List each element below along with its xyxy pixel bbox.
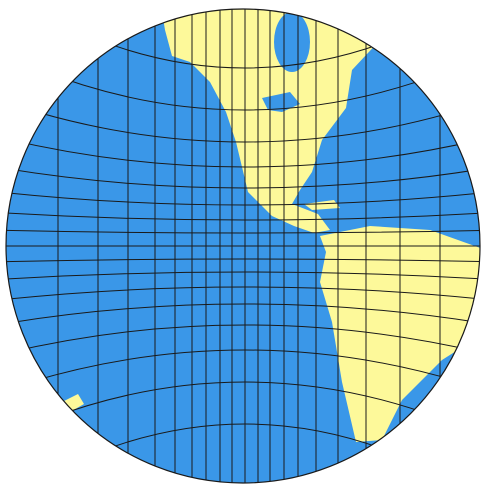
great-lakes	[262, 92, 300, 112]
globe-outline	[5, 8, 481, 484]
south-america	[320, 226, 480, 442]
hudson-bay	[274, 12, 310, 72]
north-america	[160, 9, 395, 233]
cuba	[304, 200, 340, 210]
